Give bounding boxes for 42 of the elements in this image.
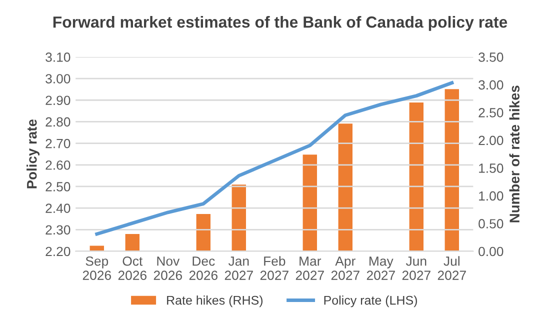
x-tick-label: May 2027 [366, 256, 395, 280]
y-tick-label: 3.10 [46, 52, 70, 62]
y2-tick-label: 1.00 [479, 191, 504, 201]
x-tick-label: Sep 2026 [82, 256, 111, 280]
bar [409, 102, 424, 252]
y2-tick-label: 2.00 [478, 136, 504, 146]
bar [302, 154, 317, 252]
x-tick-label: Apr 2027 [331, 256, 360, 280]
y2-tick-label: 3.50 [478, 52, 504, 62]
y-tick-label: 2.40 [46, 204, 70, 213]
y-axis-title: Policy rate [26, 119, 40, 188]
y-tick-label: 2.80 [46, 117, 70, 127]
y-tick-label: 3.00 [46, 74, 70, 84]
x-tick-label: Dec 2026 [189, 256, 218, 280]
y-tick-label: 2.90 [46, 96, 70, 106]
x-tick-label: Oct 2026 [118, 256, 146, 280]
bar [338, 124, 352, 252]
chart-title: Forward market estimates of the Bank of Canada policy rate [53, 16, 508, 31]
y-tick-label: 2.50 [46, 182, 70, 192]
x-tick-label: Jun 2027 [402, 256, 430, 280]
y2-tick-label: 0.50 [478, 219, 504, 228]
y2-tick-label: 0.00 [478, 246, 504, 256]
x-tick-label: Feb 2027 [260, 256, 288, 280]
y2-tick-label: 1.50 [479, 164, 504, 173]
y2-tick-label: 2.50 [478, 108, 504, 118]
bar [232, 184, 246, 252]
x-tick-label: Jul 2027 [438, 256, 466, 280]
y-tick-label: 2.70 [46, 138, 70, 148]
y-tick-label: 2.30 [46, 225, 70, 235]
line-series [95, 81, 454, 236]
y-tick-label: 2.20 [46, 246, 70, 256]
bar [196, 214, 210, 252]
legend-label: Rate hikes (RHS) [167, 296, 263, 308]
y-tick-label: 2.60 [46, 160, 70, 170]
bar [444, 89, 459, 252]
y2-tick-label: 3.00 [478, 80, 504, 90]
legend-label: Policy rate (LHS) [324, 296, 417, 308]
y2-axis-title: Number of rate hikes [509, 86, 520, 222]
x-tick-label: Mar 2027 [296, 256, 324, 280]
bar [125, 234, 140, 252]
x-tick-label: Nov 2026 [154, 256, 182, 280]
x-tick-label: Jan 2027 [224, 256, 253, 280]
